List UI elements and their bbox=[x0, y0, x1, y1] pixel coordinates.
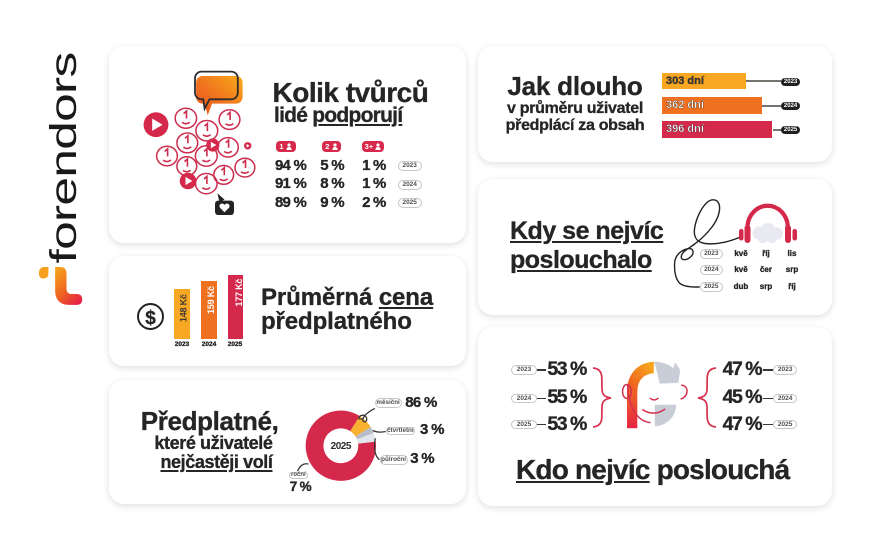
svg-text:159 Kč: 159 Kč bbox=[206, 286, 216, 314]
svg-text:148 Kč: 148 Kč bbox=[179, 294, 189, 322]
svg-text:177 Kč: 177 Kč bbox=[234, 279, 244, 307]
svg-text:2025: 2025 bbox=[331, 441, 352, 452]
